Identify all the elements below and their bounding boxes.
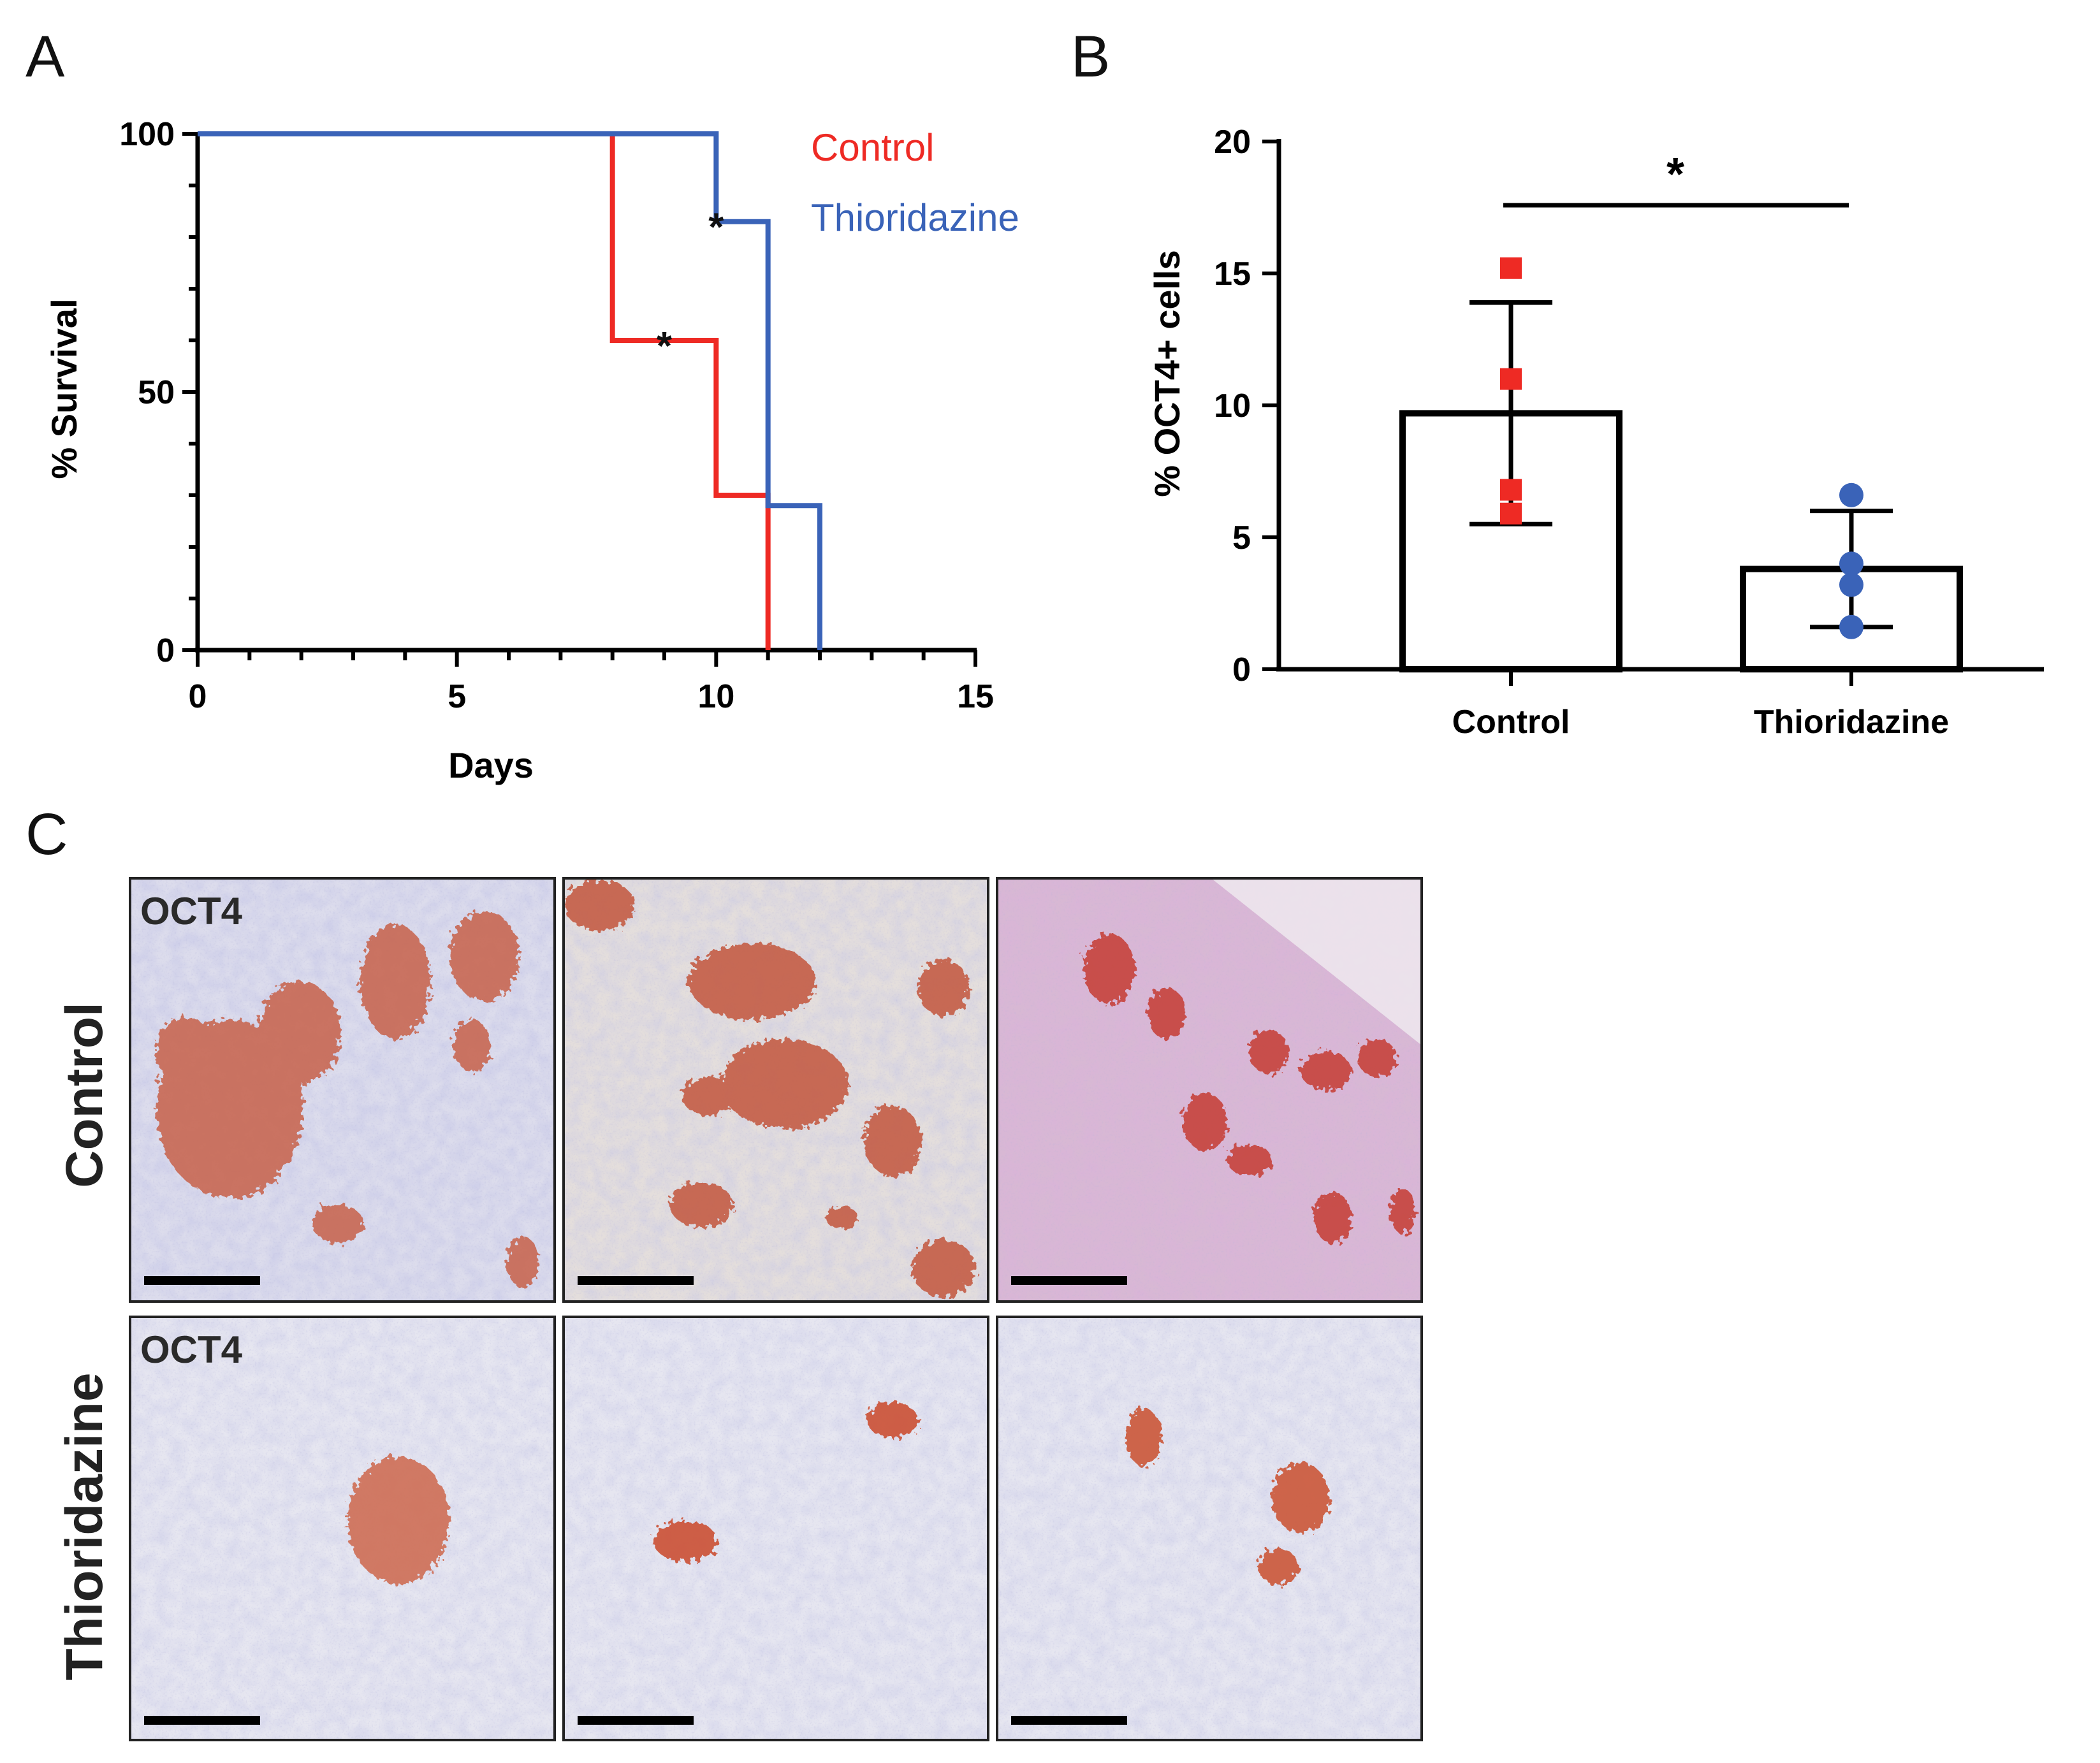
panel-label-c: C: [26, 802, 68, 867]
stain-label-thioridazine: OCT4: [140, 1328, 243, 1371]
y-tick-label: 20: [1214, 124, 1251, 161]
legend-control: Control: [811, 126, 934, 169]
micrograph-thioridazine-1: OCT4: [129, 1316, 556, 1741]
y-tick-label: 0: [156, 632, 175, 669]
y-tick-label: 5: [1232, 519, 1251, 556]
significance-star: *: [1666, 149, 1684, 200]
censor-mark: *: [708, 206, 724, 250]
survival-x-label: Days: [448, 745, 534, 785]
row-label-control: Control: [55, 1002, 113, 1187]
scale-bar: [1011, 1716, 1127, 1725]
data-point: [1500, 257, 1522, 279]
stain-label-control: OCT4: [140, 890, 243, 932]
panel-label-a: A: [26, 24, 65, 89]
scale-bar: [144, 1716, 260, 1725]
survival-minor-ticks: [189, 184, 926, 660]
scale-bar: [144, 1276, 260, 1285]
scale-bar: [1011, 1276, 1127, 1285]
legend-thioridazine: Thioridazine: [811, 196, 1019, 239]
y-tick-label: 100: [119, 116, 175, 153]
data-point: [1839, 572, 1863, 597]
row-label-thioridazine: Thioridazine: [55, 1373, 113, 1681]
x-tick-label: 15: [957, 678, 994, 715]
data-point: [1500, 502, 1522, 525]
micrograph-control-3: [996, 877, 1423, 1303]
x-tick-label: 10: [697, 678, 734, 715]
y-tick-label: 50: [138, 374, 175, 411]
scale-bar: [578, 1276, 694, 1285]
x-tick-label: 0: [189, 678, 207, 715]
micrograph-control-1: OCT4: [129, 877, 556, 1303]
data-point: [1839, 614, 1863, 639]
survival-y-label: % Survival: [44, 298, 84, 479]
y-tick-label: 10: [1214, 388, 1251, 424]
data-point: [1500, 479, 1522, 501]
micrograph-thioridazine-2: [562, 1316, 989, 1741]
micrograph-grid: Control Thioridazine OCT4: [55, 877, 1423, 1741]
data-point: [1500, 368, 1522, 390]
censor-mark: *: [657, 324, 673, 368]
data-point: [1839, 482, 1863, 507]
data-point: [1839, 551, 1863, 576]
survival-line-thioridazine: [198, 131, 822, 650]
scale-bar: [578, 1716, 694, 1725]
x-tick-label: Thioridazine: [1754, 704, 1949, 741]
panel-label-b: B: [1071, 24, 1110, 89]
micrograph-control-2: [562, 877, 989, 1303]
x-tick-label: Control: [1452, 704, 1570, 741]
bar-y-label: % OCT4+ cells: [1147, 250, 1187, 497]
oct4-bar-chart: 0 5 10 15 20 Control Thioridazine % OCT4+ cell…: [1147, 124, 2044, 741]
y-tick-label: 0: [1232, 651, 1251, 688]
survival-line-control: [198, 131, 771, 650]
micrograph-thioridazine-3: [996, 1316, 1423, 1741]
y-tick-label: 15: [1214, 256, 1251, 293]
x-tick-label: 5: [448, 678, 466, 715]
